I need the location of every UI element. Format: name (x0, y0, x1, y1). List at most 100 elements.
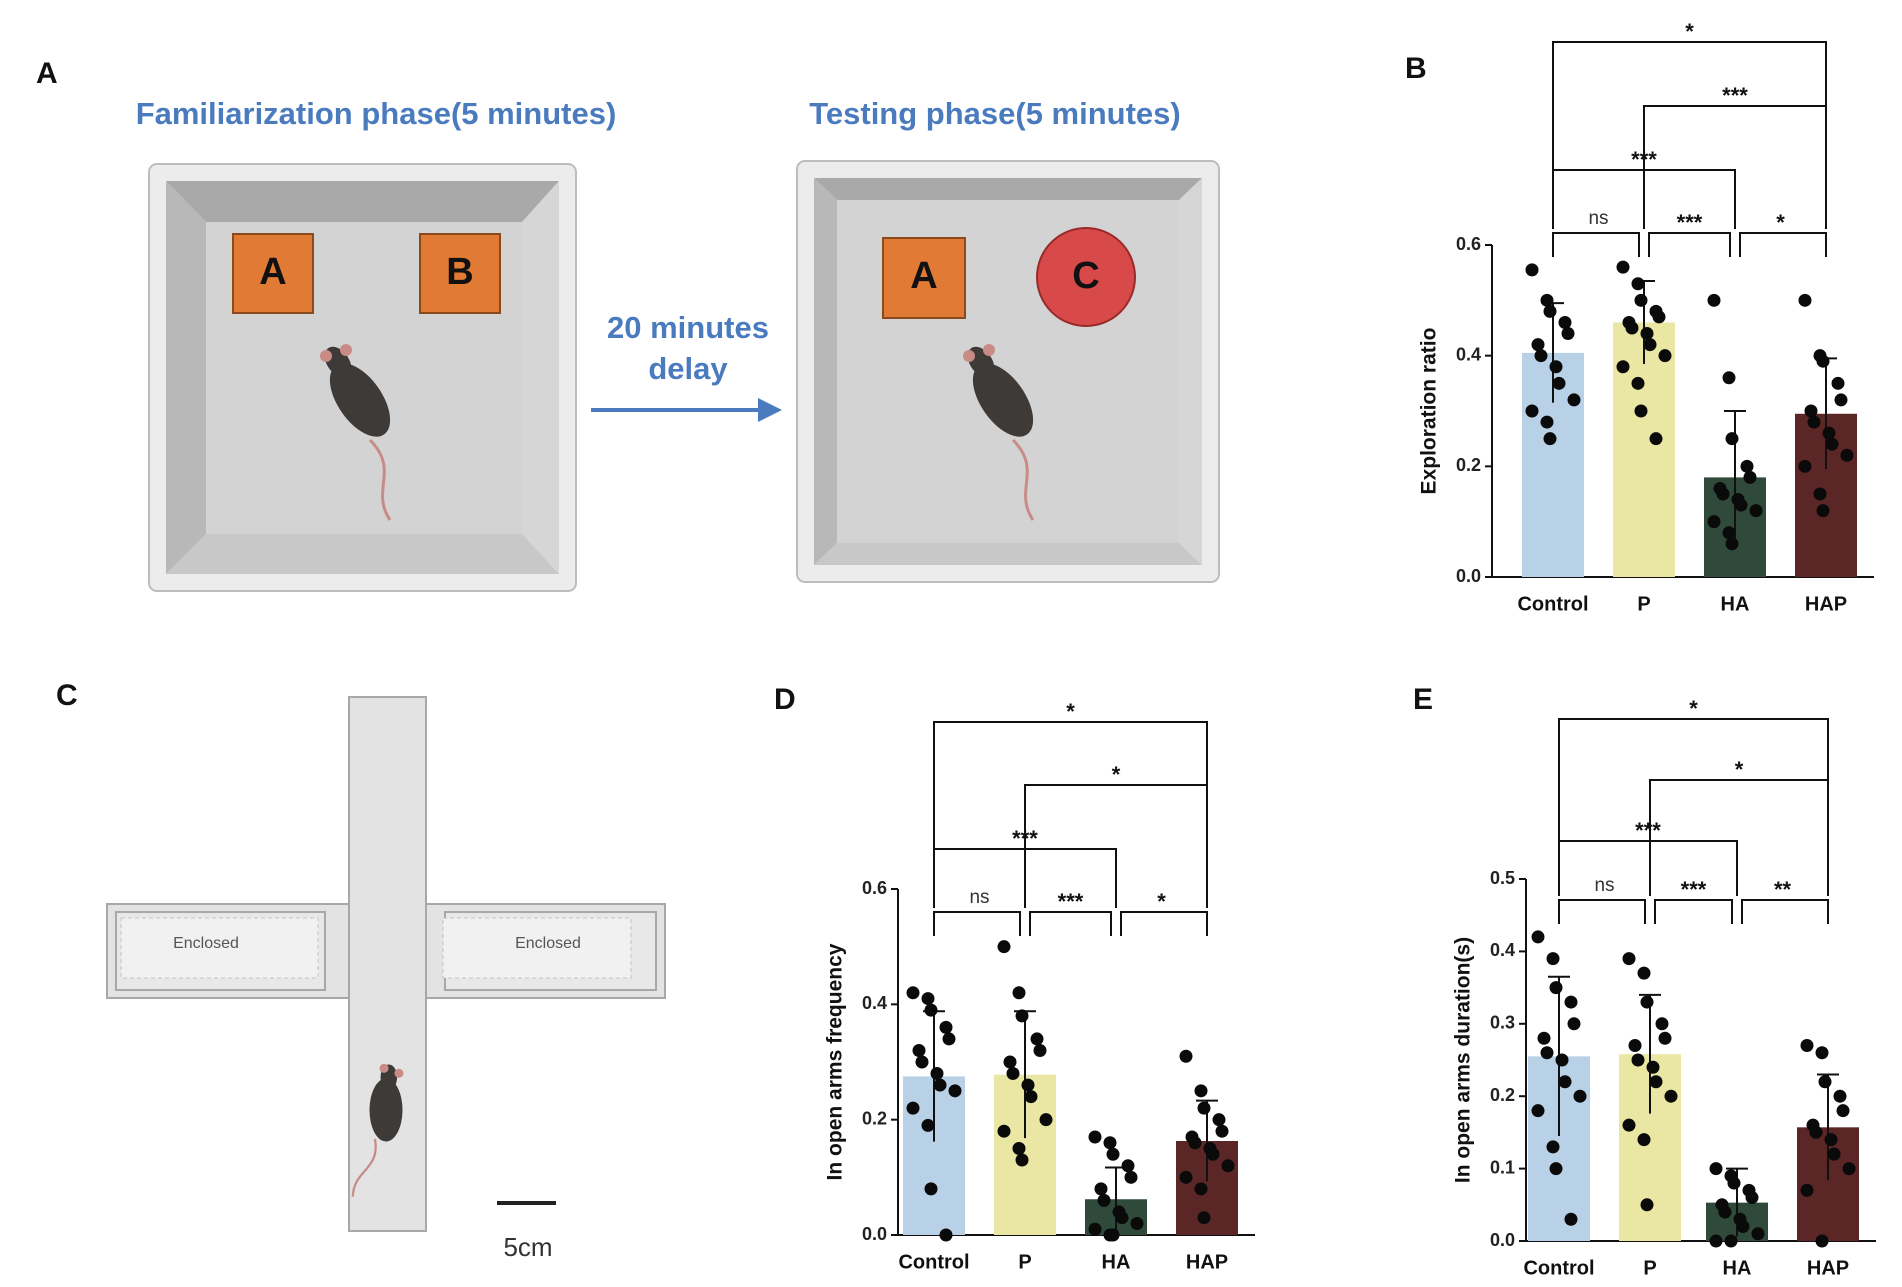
data-point (1558, 315, 1572, 329)
data-point (912, 1043, 926, 1057)
data-point (1552, 376, 1566, 390)
data-point (1652, 310, 1666, 324)
data-point (1813, 487, 1827, 501)
data-point (933, 1078, 947, 1092)
data-point (1021, 1078, 1035, 1092)
data-point (1815, 1234, 1829, 1248)
data-point (906, 986, 920, 1000)
phase-title: Testing phase(5 minutes) (809, 96, 1181, 131)
data-point (1709, 1162, 1723, 1176)
significance-bracket (933, 721, 1208, 908)
data-point (1531, 1104, 1545, 1118)
data-point (1555, 1053, 1569, 1067)
data-point (1634, 293, 1648, 307)
data-point (1631, 1053, 1645, 1067)
data-point (1824, 1133, 1838, 1147)
data-point (1194, 1182, 1208, 1196)
data-point (1740, 459, 1754, 473)
data-point (1836, 1104, 1850, 1118)
x-tick-label: P (1018, 1251, 1031, 1273)
object-label: A (910, 255, 937, 297)
panel-label: A (36, 57, 58, 90)
arm-label: Enclosed (515, 935, 581, 952)
significance-bracket (1024, 784, 1208, 908)
significance-label: * (1689, 696, 1698, 721)
data-point (1015, 1009, 1029, 1023)
data-point (1573, 1089, 1587, 1103)
delay-text: delay (648, 351, 728, 386)
data-point (1818, 1075, 1832, 1089)
data-point (1643, 338, 1657, 352)
y-tick-label: 0.2 (862, 1108, 887, 1128)
significance-label: * (1685, 19, 1694, 44)
data-point (1012, 1142, 1026, 1155)
x-tick-label: HA (1721, 593, 1750, 615)
data-point (1637, 1133, 1651, 1147)
y-axis-label: Exploration ratio (1418, 328, 1441, 495)
significance-label: ns (1594, 875, 1614, 896)
maze (106, 696, 666, 1232)
data-point (1030, 1032, 1044, 1046)
data-point (1816, 504, 1830, 518)
data-point (1088, 1222, 1102, 1236)
data-point (1709, 1234, 1723, 1248)
data-point (1800, 1183, 1814, 1197)
data-point (1197, 1101, 1211, 1115)
data-point (1540, 415, 1554, 429)
significance-bracket (1552, 232, 1640, 257)
data-point (1179, 1170, 1193, 1184)
x-tick-label: HA (1723, 1257, 1752, 1279)
data-point (1798, 459, 1812, 473)
significance-label: ** (1774, 877, 1792, 902)
data-point (1649, 432, 1663, 446)
significance-bracket (1558, 899, 1646, 924)
data-point (1664, 1089, 1678, 1103)
significance-bracket (1558, 718, 1829, 896)
data-point (1807, 415, 1821, 429)
significance-label: *** (1058, 889, 1084, 914)
data-point (1558, 1075, 1572, 1089)
y-tick-label: 0.5 (1490, 868, 1515, 888)
data-point (1625, 321, 1639, 335)
significance-label: * (1776, 210, 1785, 235)
data-point (1804, 404, 1818, 418)
data-point (1722, 526, 1736, 540)
data-point (1121, 1159, 1135, 1173)
data-point (1727, 1176, 1741, 1190)
arrow (591, 398, 782, 422)
data-point (1751, 1227, 1765, 1241)
y-tick-label: 0.3 (1490, 1013, 1515, 1033)
data-point (1531, 338, 1545, 352)
data-point (1815, 1046, 1829, 1060)
data-point (1039, 1113, 1053, 1127)
data-point (997, 940, 1011, 954)
y-tick-label: 0.2 (1456, 455, 1481, 475)
data-point (1631, 277, 1645, 291)
significance-label: *** (1681, 877, 1707, 902)
significance-label: * (1157, 889, 1166, 914)
significance-label: *** (1677, 210, 1703, 235)
x-tick-label: Control (898, 1251, 969, 1273)
data-point (906, 1101, 920, 1115)
scale-label: 5cm (503, 1232, 552, 1262)
significance-bracket (1552, 169, 1736, 229)
significance-bracket (1120, 911, 1208, 936)
significance-label: * (1112, 762, 1121, 787)
data-point (1024, 1090, 1038, 1104)
data-point (1194, 1084, 1208, 1098)
data-point (1725, 432, 1739, 446)
data-point (1094, 1182, 1108, 1196)
significance-label: * (1066, 699, 1075, 724)
data-point (1649, 1075, 1663, 1089)
significance-label: ns (1588, 208, 1608, 229)
data-point (1012, 986, 1026, 1000)
data-point (1215, 1124, 1229, 1138)
y-tick-label: 0.0 (1456, 566, 1481, 586)
x-tick-label: HAP (1807, 1257, 1849, 1279)
data-point (1567, 1017, 1581, 1031)
data-point (1842, 1162, 1856, 1176)
data-point (1749, 504, 1763, 518)
data-point (921, 1118, 935, 1132)
significance-label: *** (1635, 818, 1661, 843)
